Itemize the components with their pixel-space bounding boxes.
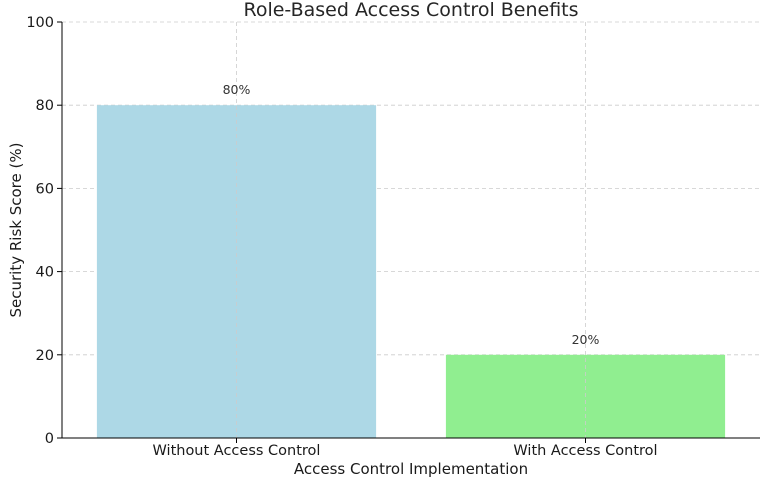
data-label-0: 80%	[223, 82, 251, 97]
x-tick-label-1: With Access Control	[513, 443, 657, 459]
y-tick-label-4: 80	[36, 98, 54, 114]
x-axis-label: Access Control Implementation	[294, 460, 528, 477]
y-tick-label-5: 100	[26, 15, 54, 31]
data-label-1: 20%	[572, 332, 600, 347]
bars	[96, 105, 726, 438]
y-tick-label-1: 20	[36, 348, 54, 364]
axes	[57, 21, 760, 443]
y-tick-label-3: 60	[36, 181, 54, 197]
y-tick-label-2: 40	[36, 265, 54, 281]
y-tick-label-0: 0	[45, 431, 54, 447]
x-tick-label-0: Without Access Control	[153, 443, 321, 459]
tick-and-data-labels: 0 20 40 60 80 100 Without Access Control 80% Wit…	[26, 15, 657, 459]
chart-title: Role-Based Access Control Benefits	[243, 0, 578, 21]
y-axis-label: Security Risk Score (%)	[7, 143, 25, 318]
